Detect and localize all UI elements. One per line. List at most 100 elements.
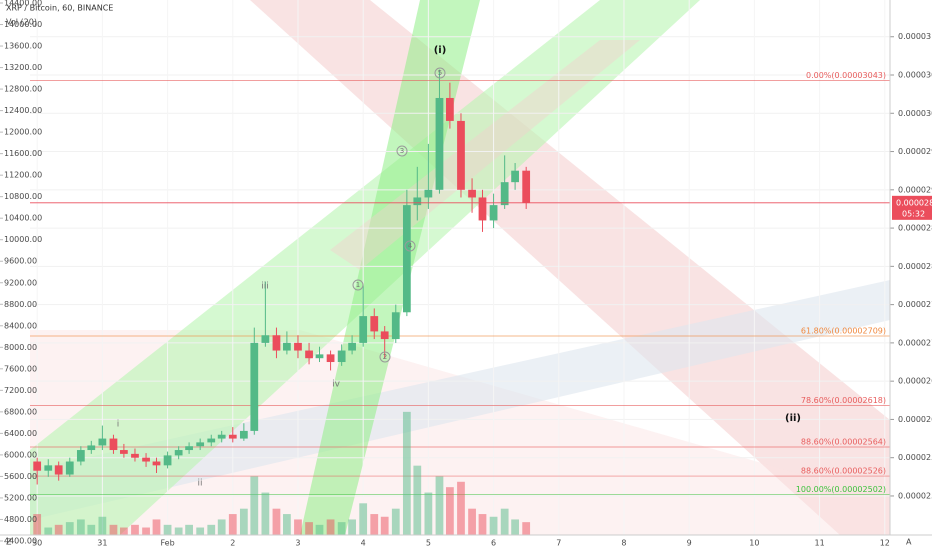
x-tick-label: 9 — [687, 539, 692, 548]
y2-tick-label: 4400.00 — [4, 536, 37, 545]
wave-label: iv — [332, 380, 341, 390]
last-price-label: 0.00002883 — [896, 198, 932, 207]
chart-title: XRP / Bitcoin, 60, BINANCE — [6, 4, 113, 13]
wave-circle — [404, 240, 416, 252]
candle-body — [511, 170, 519, 183]
candle-body — [174, 450, 183, 456]
x-tick-label: 5 — [426, 539, 431, 548]
wave-label: ii — [197, 479, 202, 489]
y-tick-label: 0.00003000 — [898, 109, 932, 118]
candle-body — [217, 434, 226, 439]
candle-body — [489, 205, 498, 221]
x-tick-label: 10 — [749, 539, 759, 548]
candle-body — [54, 465, 63, 475]
volume-bar — [489, 516, 498, 535]
green-channel-steep — [300, 0, 480, 535]
candle-body — [359, 316, 368, 343]
y2-tick-label: 6000.00 — [4, 450, 37, 459]
volume-bar — [87, 524, 96, 535]
marks — [30, 69, 890, 535]
x-tick-label: 7 — [556, 539, 561, 548]
y2-tick-label: 4800.00 — [4, 515, 37, 524]
wave-label: iii — [261, 282, 269, 292]
candle-body — [131, 453, 139, 458]
candle-body — [294, 342, 302, 351]
candle-body — [76, 450, 85, 462]
y-tick-label: 0.00002950 — [898, 147, 932, 156]
x-tick-label: 31 — [97, 539, 107, 548]
volume-bar — [109, 524, 118, 535]
volume-bar — [54, 524, 63, 535]
volume-bar — [478, 514, 487, 535]
volume-bar — [217, 519, 226, 535]
volume-bar — [457, 481, 465, 535]
candle-body — [250, 342, 259, 431]
volume-bar — [120, 527, 128, 535]
y2-tick-label: 6800.00 — [4, 407, 37, 416]
volume-bar — [228, 514, 237, 535]
wave-label: 1 — [356, 281, 360, 289]
candle-body — [337, 350, 346, 363]
x-tick-label: 6 — [491, 539, 496, 548]
wave-label: (i) — [434, 45, 447, 56]
volume-bar — [315, 524, 324, 535]
x-tick-label: Feb — [160, 539, 174, 548]
y2-tick-label: 12000.00 — [4, 128, 42, 137]
volume-bar — [413, 465, 422, 535]
candle-body — [391, 312, 400, 340]
volume-bar — [174, 527, 183, 535]
y2-tick-label: 13600.00 — [4, 42, 42, 51]
toolbar-button[interactable]: A — [906, 538, 912, 547]
wave-circle — [396, 145, 408, 157]
volume-bar — [435, 476, 444, 535]
volume-bar — [326, 519, 335, 535]
volume-bar — [185, 524, 193, 535]
y-tick-label: 0.00003050 — [898, 71, 932, 80]
y-tick-label: 0.00002550 — [898, 453, 932, 462]
wave-circle — [352, 279, 364, 291]
y2-tick-label: 6400.00 — [4, 429, 37, 438]
volume-bar — [348, 519, 356, 535]
volume-bar — [272, 508, 281, 535]
wave-circle — [434, 67, 446, 79]
candle-body — [478, 197, 487, 221]
candle-body — [522, 170, 531, 203]
x-tick-label: 8 — [621, 539, 626, 548]
candle-body — [98, 438, 107, 446]
y-tick-label: 0.00003100 — [898, 32, 932, 41]
y2-tick-label: 7200.00 — [4, 386, 37, 395]
volume-bar — [337, 522, 346, 535]
y2-tick-label: 8400.00 — [4, 321, 37, 330]
candle-body — [424, 189, 433, 198]
volume-bar — [391, 508, 400, 535]
candle-body — [305, 350, 313, 359]
countdown-label: 05:32 — [902, 209, 925, 218]
volume-bar — [511, 519, 519, 535]
candle-body — [44, 465, 53, 471]
candle-body — [326, 354, 335, 363]
fib-label: 88.60%(0.00002564) — [801, 437, 886, 446]
candle-body — [109, 438, 118, 451]
volume-bar — [522, 522, 531, 535]
candle-body — [500, 182, 509, 206]
volume-bar — [142, 527, 150, 535]
x-tick-label: 3 — [295, 539, 300, 548]
volume-bar — [207, 524, 216, 535]
y2-tick-label: 13200.00 — [4, 63, 42, 72]
candle-body — [402, 205, 411, 313]
candle-body — [65, 461, 74, 475]
volume-bar — [370, 514, 379, 535]
y-tick-label: 0.00002850 — [898, 224, 932, 233]
y-tick-label: 0.00002600 — [898, 415, 932, 424]
volume-bar — [163, 524, 172, 535]
candle-body — [315, 354, 324, 359]
volume-bar — [250, 476, 259, 535]
y2-tick-label: 12400.00 — [4, 106, 42, 115]
fib-label: 78.60%(0.00002618) — [801, 396, 886, 405]
toolbar-button[interactable]: Z — [6, 538, 12, 547]
volume-bar — [98, 516, 107, 535]
wave-label: 5 — [438, 69, 442, 77]
y2-tick-label: 14000.00 — [4, 20, 42, 29]
x-tick-label: 11 — [814, 539, 824, 548]
